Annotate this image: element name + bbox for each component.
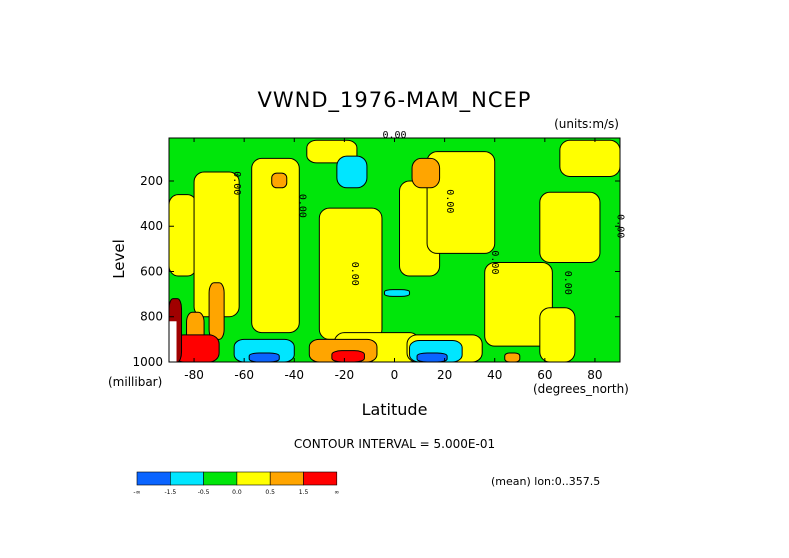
units-label: (units:m/s) bbox=[554, 117, 619, 131]
contour-label: 0.00 bbox=[296, 194, 307, 218]
colorbar-label: -0.5 bbox=[198, 489, 210, 496]
contour-label: 0.00 bbox=[444, 189, 455, 213]
contour-region-yellow bbox=[539, 307, 576, 362]
colorbar-label: 1.5 bbox=[299, 489, 309, 496]
contour-label: 0.00 bbox=[614, 214, 625, 238]
contour-region-yellow bbox=[539, 191, 601, 263]
colorbar-swatch bbox=[203, 471, 238, 486]
contour-region-orange bbox=[208, 282, 225, 340]
missing-data-region bbox=[169, 321, 177, 362]
x-tick-label: 80 bbox=[587, 368, 602, 382]
contour-label: 0.00 bbox=[489, 250, 500, 274]
colorbar-label: ∞ bbox=[334, 489, 339, 496]
x-tick-label: -20 bbox=[335, 368, 355, 382]
contour-region-yellow bbox=[426, 151, 496, 254]
contour-region-yellow bbox=[559, 139, 620, 177]
colorbar-label: -∞ bbox=[133, 489, 140, 496]
contour-region-yellow bbox=[169, 194, 198, 277]
colorbar-label: 0.5 bbox=[265, 489, 275, 496]
x-axis-label: Latitude bbox=[361, 400, 428, 419]
x-tick-label: -80 bbox=[184, 368, 204, 382]
contour-label: 0.00 bbox=[382, 130, 406, 141]
chart-title: VWND_1976-MAM_NCEP bbox=[257, 88, 532, 112]
y-axis-units: (millibar) bbox=[108, 375, 163, 389]
colorbar-label: -1.5 bbox=[164, 489, 176, 496]
y-tick-label: 200 bbox=[140, 174, 163, 188]
x-tick-label: 0 bbox=[391, 368, 399, 382]
contour-fields bbox=[169, 138, 620, 362]
contour-region-blue bbox=[416, 352, 448, 362]
contour-region-yellow bbox=[251, 157, 300, 334]
mean-lon-label: (mean) lon:0..357.5 bbox=[491, 475, 601, 488]
x-tick-label: -40 bbox=[284, 368, 304, 382]
colorbar-swatch bbox=[170, 471, 204, 486]
x-axis-units: (degrees_north) bbox=[533, 382, 629, 396]
contour-region-red bbox=[331, 350, 365, 362]
contour-label: 0.00 bbox=[562, 271, 573, 295]
contour-region-yellow bbox=[484, 261, 553, 347]
x-tick-label: 20 bbox=[437, 368, 452, 382]
x-tick-label: 60 bbox=[537, 368, 552, 382]
colorbar-swatch bbox=[236, 471, 271, 486]
contour-interval-label: CONTOUR INTERVAL = 5.000E-01 bbox=[293, 437, 496, 451]
contour-region-orange bbox=[411, 157, 441, 189]
x-tick-label: -60 bbox=[234, 368, 254, 382]
contour-region-orange bbox=[504, 352, 521, 362]
colorbar-swatch bbox=[269, 471, 304, 486]
contour-label: 0.00 bbox=[231, 171, 242, 195]
y-tick-label: 800 bbox=[140, 310, 163, 324]
y-tick-label: 400 bbox=[140, 219, 163, 233]
contour-region-cyan bbox=[336, 155, 368, 189]
contour-region-blue bbox=[248, 352, 280, 362]
contour-region-orange bbox=[271, 172, 288, 189]
colorbar-swatch bbox=[303, 471, 338, 486]
x-tick-label: 40 bbox=[487, 368, 502, 382]
colorbar-label: 0.0 bbox=[232, 489, 242, 496]
colorbar-swatch bbox=[136, 471, 171, 486]
contour-label: 0.00 bbox=[349, 262, 360, 286]
contour-region-cyan bbox=[383, 289, 411, 297]
y-tick-label: 600 bbox=[140, 264, 163, 278]
y-tick-label: 1000 bbox=[132, 355, 163, 369]
